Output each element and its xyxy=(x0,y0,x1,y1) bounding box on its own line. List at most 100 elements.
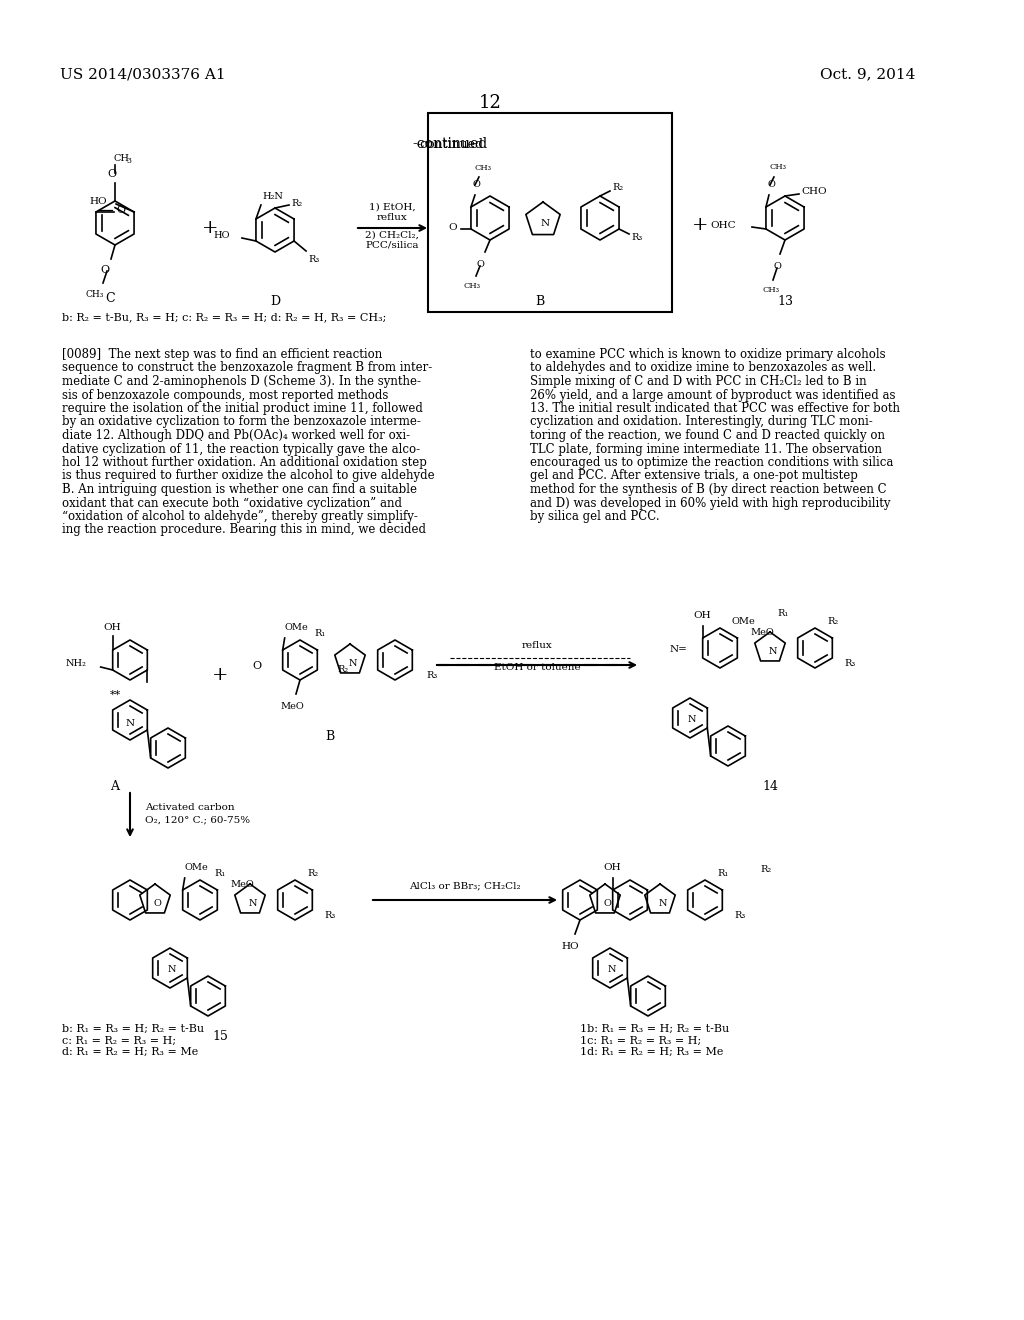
Text: OHC: OHC xyxy=(711,220,736,230)
Text: MeO: MeO xyxy=(281,702,304,711)
Text: [0089]  The next step was to find an efficient reaction: [0089] The next step was to find an effi… xyxy=(62,348,382,360)
Text: method for the synthesis of B (by direct reaction between C: method for the synthesis of B (by direct… xyxy=(530,483,887,496)
Text: Simple mixing of C and D with PCC in CH₂Cl₂ led to B in: Simple mixing of C and D with PCC in CH₂… xyxy=(530,375,866,388)
Text: 1) EtOH,: 1) EtOH, xyxy=(369,203,416,213)
Text: CH₃: CH₃ xyxy=(763,286,779,294)
Text: R₂: R₂ xyxy=(307,870,318,879)
Text: CH₃: CH₃ xyxy=(86,290,104,300)
Text: b: R₁ = R₃ = H; R₂ = t-Bu
c: R₁ = R₂ = R₃ = H;
d: R₁ = R₂ = H; R₃ = Me: b: R₁ = R₃ = H; R₂ = t-Bu c: R₁ = R₂ = R… xyxy=(62,1024,204,1057)
Text: EtOH or toluene: EtOH or toluene xyxy=(494,663,581,672)
Text: OH: OH xyxy=(694,611,712,620)
Text: MeO: MeO xyxy=(230,880,254,888)
Text: OMe: OMe xyxy=(184,863,209,873)
Text: AlCl₃ or BBr₃; CH₂Cl₂: AlCl₃ or BBr₃; CH₂Cl₂ xyxy=(410,880,521,890)
Text: N: N xyxy=(249,899,257,908)
Text: R₃: R₃ xyxy=(631,232,642,242)
Text: N=: N= xyxy=(669,645,687,655)
Text: Activated carbon: Activated carbon xyxy=(145,803,234,812)
Text: O: O xyxy=(252,661,261,671)
Text: O: O xyxy=(153,899,161,908)
Text: O: O xyxy=(768,180,776,189)
Text: -continued: -continued xyxy=(413,137,487,150)
Text: N: N xyxy=(125,718,134,727)
Text: +: + xyxy=(202,219,218,238)
Text: “oxidation of alcohol to aldehyde”, thereby greatly simplify-: “oxidation of alcohol to aldehyde”, ther… xyxy=(62,510,418,523)
Text: R₂: R₂ xyxy=(612,183,624,193)
Text: +: + xyxy=(212,667,228,684)
Text: C: C xyxy=(105,292,115,305)
Text: N: N xyxy=(349,660,357,668)
Text: HO: HO xyxy=(213,231,230,240)
Text: R₁: R₁ xyxy=(314,630,326,639)
Text: by an oxidative cyclization to form the benzoxazole interme-: by an oxidative cyclization to form the … xyxy=(62,416,421,429)
Text: Oct. 9, 2014: Oct. 9, 2014 xyxy=(820,67,915,81)
Text: 15: 15 xyxy=(212,1030,228,1043)
Text: O: O xyxy=(773,261,781,271)
Text: CH₃: CH₃ xyxy=(770,162,787,172)
Text: HO: HO xyxy=(89,198,106,206)
Text: encouraged us to optimize the reaction conditions with silica: encouraged us to optimize the reaction c… xyxy=(530,455,893,469)
Text: to examine PCC which is known to oxidize primary alcohols: to examine PCC which is known to oxidize… xyxy=(530,348,886,360)
Text: toring of the reaction, we found C and D reacted quickly on: toring of the reaction, we found C and D… xyxy=(530,429,885,442)
Text: B. An intriguing question is whether one can find a suitable: B. An intriguing question is whether one… xyxy=(62,483,417,496)
Text: to aldehydes and to oxidize imine to benzoxazoles as well.: to aldehydes and to oxidize imine to ben… xyxy=(530,362,877,375)
Text: mediate C and 2-aminophenols D (Scheme 3). In the synthe-: mediate C and 2-aminophenols D (Scheme 3… xyxy=(62,375,421,388)
Text: ing the reaction procedure. Bearing this in mind, we decided: ing the reaction procedure. Bearing this… xyxy=(62,524,426,536)
Text: HO: HO xyxy=(561,942,579,950)
Text: R₃: R₃ xyxy=(325,912,336,920)
Text: B: B xyxy=(536,294,545,308)
Text: 12: 12 xyxy=(478,94,502,112)
Text: O: O xyxy=(108,169,117,180)
Text: A: A xyxy=(111,780,120,793)
Text: sequence to construct the benzoxazole fragment B from inter-: sequence to construct the benzoxazole fr… xyxy=(62,362,432,375)
Text: R₃: R₃ xyxy=(426,672,437,681)
Text: O: O xyxy=(116,205,125,215)
Text: R₃: R₃ xyxy=(308,255,319,264)
Text: US 2014/0303376 A1: US 2014/0303376 A1 xyxy=(60,67,225,81)
Text: D: D xyxy=(270,294,280,308)
Text: CH₃: CH₃ xyxy=(475,164,492,172)
Text: 3: 3 xyxy=(126,157,131,165)
Text: cyclization and oxidation. Interestingly, during TLC moni-: cyclization and oxidation. Interestingly… xyxy=(530,416,872,429)
Text: b: R₂ = t-Bu, R₃ = H; c: R₂ = R₃ = H; d: R₂ = H, R₃ = CH₃;: b: R₂ = t-Bu, R₃ = H; c: R₂ = R₃ = H; d:… xyxy=(62,312,386,322)
Text: gel and PCC. After extensive trials, a one-pot multistep: gel and PCC. After extensive trials, a o… xyxy=(530,470,858,483)
Text: R₂: R₂ xyxy=(337,665,348,675)
Text: is thus required to further oxidize the alcohol to give aldehyde: is thus required to further oxidize the … xyxy=(62,470,434,483)
Text: R₂: R₂ xyxy=(760,866,771,874)
Text: +: + xyxy=(692,216,709,234)
Text: R₃: R₃ xyxy=(734,912,745,920)
Text: require the isolation of the initial product imine 11, followed: require the isolation of the initial pro… xyxy=(62,403,423,414)
Text: reflux: reflux xyxy=(521,642,552,649)
Text: by silica gel and PCC.: by silica gel and PCC. xyxy=(530,510,659,523)
Text: sis of benzoxazole compounds, most reported methods: sis of benzoxazole compounds, most repor… xyxy=(62,388,388,401)
Text: -continued: -continued xyxy=(417,139,483,150)
Text: N: N xyxy=(658,899,668,908)
Text: 26% yield, and a large amount of byproduct was identified as: 26% yield, and a large amount of byprodu… xyxy=(530,388,896,401)
Text: hol 12 without further oxidation. An additional oxidation step: hol 12 without further oxidation. An add… xyxy=(62,455,427,469)
FancyBboxPatch shape xyxy=(428,114,672,312)
Text: 1b: R₁ = R₃ = H; R₂ = t-Bu
1c: R₁ = R₂ = R₃ = H;
1d: R₁ = R₂ = H; R₃ = Me: 1b: R₁ = R₃ = H; R₂ = t-Bu 1c: R₁ = R₂ =… xyxy=(580,1024,729,1057)
Text: R₁: R₁ xyxy=(717,870,728,879)
Text: O: O xyxy=(100,265,110,275)
Text: R₁: R₁ xyxy=(214,870,225,879)
Text: N: N xyxy=(168,965,176,974)
Text: and D) was developed in 60% yield with high reproducibility: and D) was developed in 60% yield with h… xyxy=(530,496,891,510)
Text: MeO: MeO xyxy=(751,628,774,638)
Text: O: O xyxy=(603,899,611,908)
Text: OH: OH xyxy=(604,863,622,873)
Text: O: O xyxy=(476,260,484,269)
Text: OMe: OMe xyxy=(285,623,308,632)
Text: O: O xyxy=(449,223,458,232)
Text: 14: 14 xyxy=(762,780,778,793)
Text: R₁: R₁ xyxy=(777,609,788,618)
Text: OH: OH xyxy=(103,623,122,632)
Text: OMe: OMe xyxy=(732,618,756,627)
Text: TLC plate, forming imine intermediate 11. The observation: TLC plate, forming imine intermediate 11… xyxy=(530,442,882,455)
Text: R₂: R₂ xyxy=(291,198,302,207)
Text: R₂: R₂ xyxy=(827,618,838,627)
Text: N: N xyxy=(608,965,616,974)
Text: reflux: reflux xyxy=(377,213,408,222)
Text: CHO: CHO xyxy=(801,187,826,197)
Text: CH: CH xyxy=(113,154,129,162)
Text: N: N xyxy=(688,715,696,725)
